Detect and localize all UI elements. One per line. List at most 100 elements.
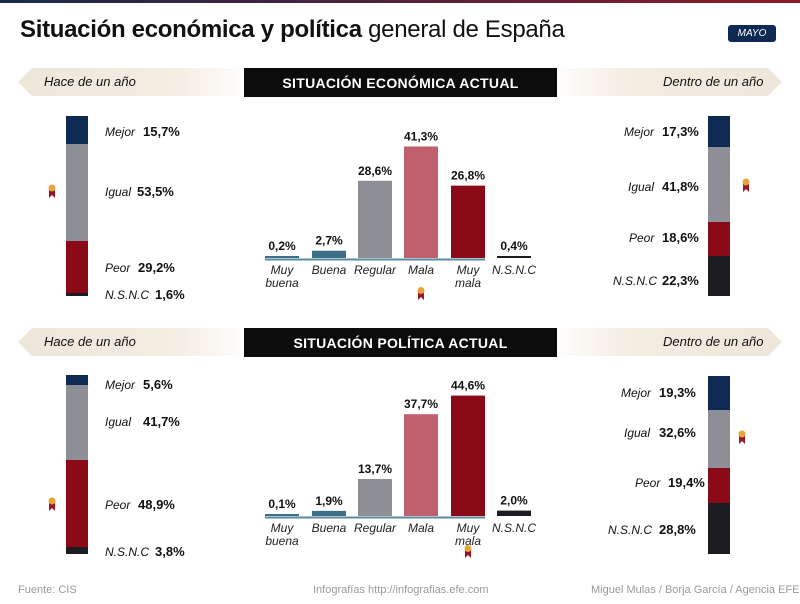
right-band-political-label: Dentro de un año <box>663 334 764 349</box>
political-future-segment-nsnc <box>708 502 730 554</box>
right-band-economic <box>555 68 782 96</box>
page-title-bold: Situación económica y política <box>20 16 362 43</box>
political-section-title: SITUACIÓN POLÍTICA ACTUAL <box>244 328 557 357</box>
political-past-label-mejor: Mejor <box>105 378 136 392</box>
political-past-medal-icon <box>48 497 56 511</box>
economic-bar-2 <box>358 180 392 258</box>
footer-infografias: Infografías http://infografias.efe.com <box>313 584 489 596</box>
page-title-regular: general de España <box>361 16 565 43</box>
political-past-label-nsnc: N.S.N.C <box>105 545 150 559</box>
political-past-segment-mejor <box>66 375 88 386</box>
economic-bar-1 <box>312 250 346 258</box>
political-past-label-peor: Peor <box>105 498 131 512</box>
political-value-label-2: 13,7% <box>358 462 392 476</box>
political-bar-4 <box>451 395 485 516</box>
political-past-segment-nsnc <box>66 547 88 554</box>
political-future-medal-icon <box>738 430 746 444</box>
political-past-value-peor: 48,9% <box>138 497 175 512</box>
political-category-label-5-line-0: N.S.N.C <box>492 521 536 535</box>
political-future-segment-peor <box>708 468 730 503</box>
economic-past-value-nsnc: 1,6% <box>155 287 185 302</box>
month-badge: MAYO <box>728 25 776 42</box>
political-value-label-0: 0,1% <box>268 497 296 511</box>
economic-value-label-5: 0,4% <box>500 239 528 253</box>
political-future-label-nsnc: N.S.N.C <box>608 523 653 537</box>
political-past-label-igual: Igual <box>105 415 132 429</box>
economic-bar-0 <box>265 256 299 258</box>
political-future-segment-igual <box>708 410 730 469</box>
economic-bar-4 <box>451 185 485 258</box>
political-past-segment-peor <box>66 459 88 548</box>
political-medal-icon <box>464 545 472 558</box>
economic-future-medal-icon <box>742 178 750 192</box>
political-category-label-0-line-0: Muy <box>271 521 295 535</box>
political-bar-2 <box>358 479 392 516</box>
economic-future-label-mejor: Mejor <box>624 125 655 139</box>
economic-category-label-0-line-0: Muy <box>271 263 295 277</box>
left-band-political <box>18 328 248 356</box>
political-bar-0 <box>265 514 299 516</box>
political-past-stacked-bar <box>66 375 88 554</box>
political-bar-5 <box>497 510 531 516</box>
political-past-value-mejor: 5,6% <box>143 377 173 392</box>
political-category-label-4-line-0: Muy <box>457 521 481 535</box>
economic-future-segment-nsnc <box>708 255 730 296</box>
economic-past-segment-mejor <box>66 116 88 145</box>
economic-past-label-mejor: Mejor <box>105 125 136 139</box>
political-future-label-igual: Igual <box>624 426 651 440</box>
political-future-segment-mejor <box>708 376 730 411</box>
economic-future-stacked-bar <box>708 116 730 296</box>
economic-past-segment-igual <box>66 144 88 241</box>
economic-past-label-igual: Igual <box>105 185 132 199</box>
economic-future-segment-igual <box>708 147 730 223</box>
political-bar-1 <box>312 510 346 516</box>
political-past-value-igual: 41,7% <box>143 414 180 429</box>
economic-past-segment-nsnc <box>66 293 88 296</box>
left-band-economic <box>18 68 248 96</box>
political-category-label-1-line-0: Buena <box>312 521 347 535</box>
political-value-label-1: 1,9% <box>315 494 343 508</box>
political-category-label-3-line-0: Mala <box>408 521 434 535</box>
economic-section-title: SITUACIÓN ECONÓMICA ACTUAL <box>244 68 557 97</box>
economic-medal-icon <box>417 287 425 300</box>
economic-category-label-2-line-0: Regular <box>354 263 397 277</box>
political-value-label-4: 44,6% <box>451 379 485 393</box>
economic-bar-3 <box>404 146 438 258</box>
political-value-label-5: 2,0% <box>500 494 528 508</box>
economic-category-label-0-line-1: buena <box>265 276 299 290</box>
political-value-label-3: 37,7% <box>404 397 438 411</box>
economic-past-segment-peor <box>66 240 88 294</box>
economic-category-label-5-line-0: N.S.N.C <box>492 263 536 277</box>
economic-category-label-1-line-0: Buena <box>312 263 347 277</box>
economic-future-value-igual: 41,8% <box>662 179 699 194</box>
economic-past-medal-icon <box>48 184 56 198</box>
economic-bar-5 <box>497 256 531 258</box>
economic-future-value-peor: 18,6% <box>662 230 699 245</box>
economic-future-value-nsnc: 22,3% <box>662 273 699 288</box>
political-category-label-0-line-1: buena <box>265 534 299 548</box>
left-band-economic-label: Hace de un año <box>44 74 136 89</box>
political-future-value-nsnc: 28,8% <box>659 522 696 537</box>
political-future-stacked-bar <box>708 376 730 554</box>
economic-value-label-3: 41,3% <box>404 129 438 143</box>
economic-value-label-4: 26,8% <box>451 169 485 183</box>
political-future-value-mejor: 19,3% <box>659 385 696 400</box>
political-past-value-nsnc: 3,8% <box>155 544 185 559</box>
economic-future-segment-mejor <box>708 116 730 148</box>
economic-future-value-mejor: 17,3% <box>662 124 699 139</box>
political-future-label-mejor: Mejor <box>621 386 652 400</box>
economic-value-label-0: 0,2% <box>268 239 296 253</box>
political-category-label-4-line-1: mala <box>455 534 481 548</box>
economic-category-label-3-line-0: Mala <box>408 263 434 277</box>
political-future-label-peor: Peor <box>635 476 661 490</box>
economic-future-label-nsnc: N.S.N.C <box>613 274 658 288</box>
footer-credits: Miguel Mulas / Borja García / Agencia EF… <box>591 584 800 596</box>
economic-category-label-4-line-1: mala <box>455 276 481 290</box>
political-category-label-2-line-0: Regular <box>354 521 397 535</box>
economic-future-segment-peor <box>708 222 730 256</box>
right-band-political <box>555 328 782 356</box>
economic-past-value-peor: 29,2% <box>138 260 175 275</box>
political-future-value-igual: 32,6% <box>659 425 696 440</box>
footer-source: Fuente: CIS <box>18 584 77 596</box>
